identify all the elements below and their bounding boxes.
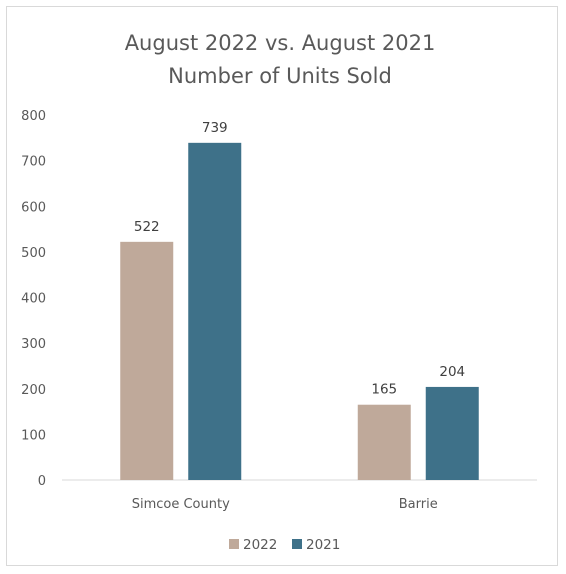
y-tick-label: 700: [21, 155, 46, 170]
bar-2021-simcoe-county: [188, 142, 242, 481]
y-tick-label: 300: [21, 337, 46, 352]
y-tick-label: 0: [38, 474, 46, 489]
category-labels: Simcoe County Barrie: [132, 497, 438, 512]
legend-swatch-2021: [292, 539, 302, 549]
y-tick-label: 800: [21, 109, 46, 124]
y-tick-label: 600: [21, 200, 46, 215]
y-tick-label: 400: [21, 292, 46, 307]
y-tick-label: 100: [21, 428, 46, 443]
legend-swatch-2022: [229, 539, 239, 549]
y-tick-label: 500: [21, 246, 46, 261]
data-label: 522: [134, 219, 160, 235]
legend-label-2022: 2022: [243, 537, 277, 553]
category-label: Barrie: [399, 497, 438, 512]
bar-2022-simcoe-county: [120, 241, 174, 480]
bar-2022-barrie: [357, 404, 411, 480]
data-label: 739: [202, 120, 228, 136]
bar-2021-barrie: [425, 386, 479, 480]
bars-group: 522 739 165 204: [120, 120, 479, 481]
category-label: Simcoe County: [132, 497, 230, 512]
chart-title: August 2022 vs. August 2021: [125, 31, 436, 55]
chart-subtitle: Number of Units Sold: [168, 64, 392, 88]
data-label: 165: [371, 382, 397, 398]
legend: 2022 2021: [229, 537, 340, 553]
y-tick-label: 200: [21, 383, 46, 398]
data-label: 204: [439, 364, 465, 380]
legend-label-2021: 2021: [306, 537, 340, 553]
y-axis-ticks: 0 100 200 300 400 500 600 700 800: [21, 109, 46, 489]
